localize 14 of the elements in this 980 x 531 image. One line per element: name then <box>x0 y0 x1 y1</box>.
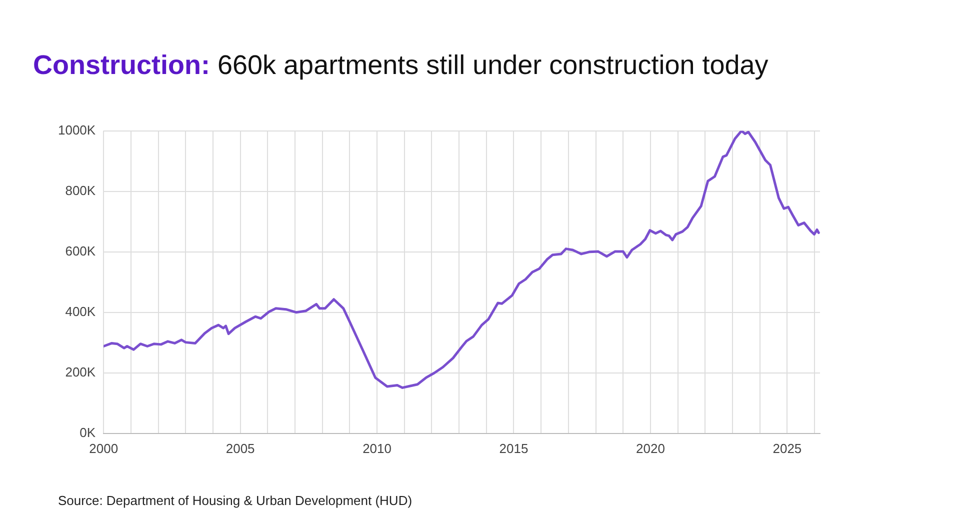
y-tick-label: 800K <box>65 182 96 198</box>
y-tick-label: 600K <box>65 243 96 258</box>
y-tick-label: 1000K <box>58 122 96 138</box>
source-note: Source: Department of Housing & Urban Development (HUD) <box>58 493 412 508</box>
y-tick-label: 200K <box>65 364 96 380</box>
x-tick-label: 2025 <box>772 440 802 456</box>
y-tick-label: 0K <box>80 424 96 440</box>
x-tick-label: 2010 <box>362 440 392 456</box>
y-tick-label: 400K <box>65 304 96 319</box>
x-tick-label: 2005 <box>226 440 255 456</box>
chart-title: Construction: 660k apartments still under construction today <box>33 50 768 80</box>
x-tick-label: 2015 <box>499 440 528 456</box>
x-tick-label: 2000 <box>89 440 118 456</box>
x-tick-label: 2020 <box>636 440 665 456</box>
